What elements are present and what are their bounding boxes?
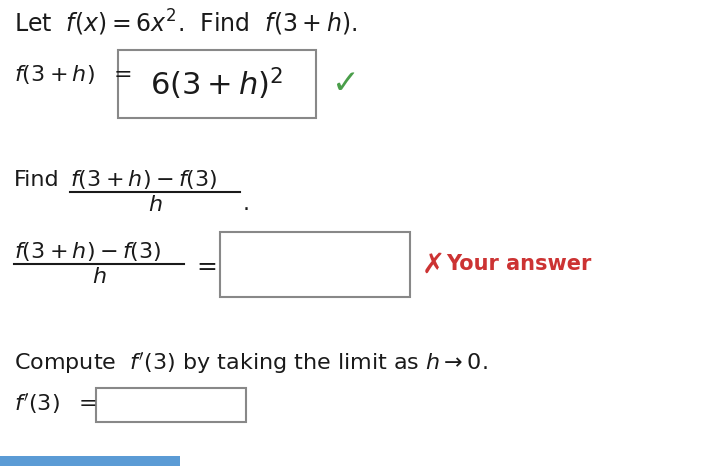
Text: $f(3 + h) - f(3)$: $f(3 + h) - f(3)$ xyxy=(14,240,161,263)
Text: Your answer: Your answer xyxy=(446,254,591,274)
Text: $f(3 + h) - f(3)$: $f(3 + h) - f(3)$ xyxy=(70,168,217,191)
Text: Let  $f(x) = 6x^2$.  Find  $f(3 + h)$.: Let $f(x) = 6x^2$. Find $f(3 + h)$. xyxy=(14,8,357,38)
Text: Compute  $f'(3)$ by taking the limit as $h \rightarrow 0$.: Compute $f'(3)$ by taking the limit as $… xyxy=(14,350,487,376)
FancyBboxPatch shape xyxy=(0,456,180,466)
Text: ✗: ✗ xyxy=(422,251,445,279)
Text: ✓: ✓ xyxy=(332,68,360,101)
Text: $6(3 + h)^2$: $6(3 + h)^2$ xyxy=(150,66,284,102)
Text: $f'(3)$  $=$: $f'(3)$ $=$ xyxy=(14,392,96,417)
Text: $f(3 + h)$  $=$: $f(3 + h)$ $=$ xyxy=(14,63,132,86)
Text: Find: Find xyxy=(14,170,60,190)
Text: $h$: $h$ xyxy=(91,267,107,287)
FancyBboxPatch shape xyxy=(220,232,410,297)
Text: =: = xyxy=(196,255,217,279)
FancyBboxPatch shape xyxy=(118,50,316,118)
FancyBboxPatch shape xyxy=(96,388,246,422)
Text: .: . xyxy=(243,194,250,214)
Text: $h$: $h$ xyxy=(148,195,162,215)
